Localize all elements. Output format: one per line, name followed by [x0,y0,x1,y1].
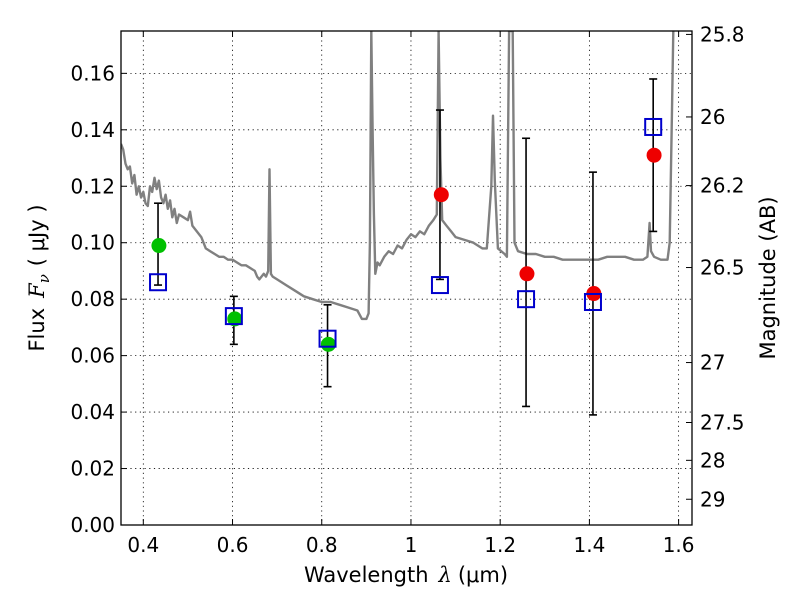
y-tick-label: 0.08 [70,287,115,311]
y-tick-label: 0.04 [70,400,115,424]
data-point-square [517,290,536,309]
data-point-circle [151,238,167,254]
plot-background [121,31,692,525]
magnitude-tick-label: 28 [700,448,725,472]
x-tick-label: 1.4 [573,533,605,557]
y-tick-label: 0.14 [70,118,115,142]
y2-axis-label: Magnitude (AB) [756,196,780,359]
data-point-circle [646,147,662,163]
data-point-square [318,329,337,348]
data-point-square [644,117,663,136]
x-axis-label-text: Wavelength [304,563,429,587]
magnitude-tick-label: 27.5 [700,411,745,435]
data-markers [149,117,663,352]
y-tick-label: 0.02 [70,457,115,481]
x-tick-label: 0.4 [127,533,159,557]
magnitude-tick-label: 25.8 [700,22,745,46]
y-tick-label: 0.10 [70,231,115,255]
y-axis-label-unit: ( μJy ) [25,204,49,266]
y-tick-label: 0.00 [70,513,115,537]
data-point-circle [320,336,336,352]
axis-ticks: 0.4 0.6 0.8 1 1.2 1.4 1.6 0.00 0.02 0.04 0.06 0.08 0… [70,22,744,557]
data-point-square [583,292,602,311]
y-axis-label-text: Flux [25,308,49,352]
x-tick-label: 1.2 [484,533,516,557]
y-axis-label: Flux Fν ( μJy ) [25,204,53,351]
y-tick-label: 0.06 [70,344,115,368]
y-axis-label-symbol: F [25,282,49,299]
y-axis-label-subscript: ν [35,274,53,283]
data-point-square [430,276,449,295]
x-tick-label: 1 [405,533,418,557]
x-tick-label: 0.6 [217,533,249,557]
magnitude-tick-label: 29 [700,487,725,511]
magnitude-tick-label: 26 [700,105,725,129]
data-point-circle [433,187,449,203]
magnitude-tick-label: 26.5 [700,256,745,280]
y-tick-label: 0.16 [70,61,115,85]
x-axis-label: Wavelength λ (μm) [304,563,508,587]
data-point-circle [227,311,243,327]
data-point-square [224,307,243,326]
magnitude-tick-label: 26.2 [700,174,745,198]
x-tick-label: 1.6 [663,533,695,557]
x-tick-label: 0.8 [306,533,338,557]
data-point-square [149,273,168,292]
spectrum-line [121,31,675,321]
data-point-circle [519,266,535,282]
plot-frame [120,30,693,526]
x-axis-label-symbol: λ [438,563,452,587]
x-axis-label-unit: (μm) [458,563,508,587]
magnitude-tick-label: 27 [700,351,725,375]
y-tick-label: 0.12 [70,174,115,198]
